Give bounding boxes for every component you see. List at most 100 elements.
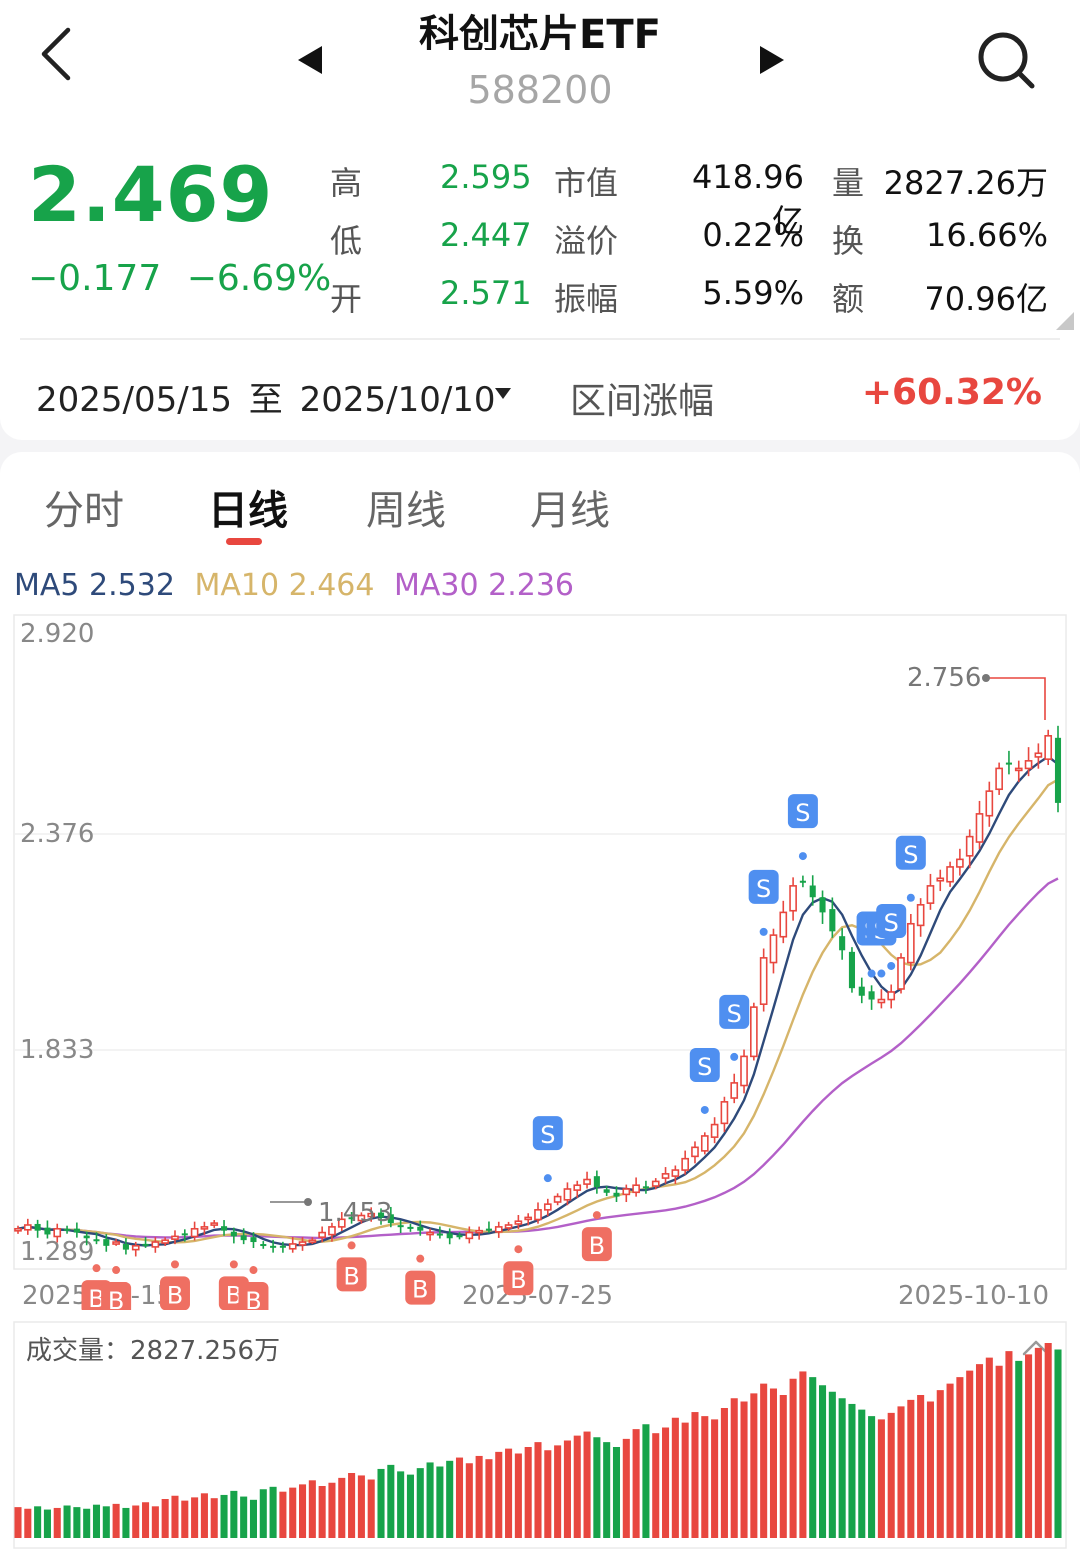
candle-body [829, 909, 836, 932]
volume-bar [642, 1424, 650, 1538]
volume-bar [191, 1497, 199, 1538]
candle-body [103, 1239, 110, 1246]
volume-bar [877, 1419, 885, 1538]
dropdown-triangle-icon[interactable] [492, 382, 514, 404]
date-range[interactable]: 2025/05/15 至 2025/10/10 [36, 372, 496, 421]
candle-body [946, 866, 954, 883]
candle-body [671, 1169, 680, 1177]
volume-bar [691, 1412, 699, 1538]
candle-body [632, 1184, 640, 1194]
buy-marker-dot [249, 1266, 258, 1275]
volume-bar [348, 1473, 356, 1538]
sell-badge [719, 994, 750, 1029]
candle-body [1044, 735, 1053, 760]
prev-triangle-icon[interactable] [290, 40, 330, 80]
candle-body [151, 1241, 160, 1248]
buy-badge [581, 1227, 612, 1262]
buy-marker-dot [347, 1241, 356, 1250]
candle-body [661, 1173, 670, 1179]
low-value: 2.447 [440, 216, 532, 254]
tab-daily[interactable]: 日线 [208, 488, 288, 534]
sell-marker-dot [906, 893, 915, 902]
sell-badge-label: S [903, 841, 918, 869]
buy-badge-label: B [343, 1262, 359, 1290]
candle-body [93, 1239, 100, 1242]
volume-bar [230, 1490, 238, 1538]
divider [20, 338, 1060, 340]
buy-badge-label: B [245, 1287, 261, 1310]
max-dot [982, 674, 990, 682]
back-arrow-icon[interactable] [30, 24, 86, 84]
tab-weekly[interactable]: 周线 [366, 488, 446, 534]
candle-body [514, 1220, 523, 1225]
volume-bar [573, 1435, 581, 1538]
sell-marker-dot [877, 969, 886, 978]
volume-bar [779, 1395, 787, 1538]
candle-body [298, 1241, 307, 1246]
premium-value: 0.22% [702, 216, 804, 254]
candle-body [14, 1227, 22, 1232]
corner-triangle-icon [1056, 312, 1074, 330]
buy-marker-dot [112, 1266, 121, 1275]
sell-marker-dot [798, 852, 807, 861]
amplitude-label: 振幅 [554, 280, 619, 318]
volume-bar [799, 1371, 807, 1538]
candle-body [357, 1214, 366, 1222]
volume-bar [848, 1403, 856, 1538]
candle-body [446, 1233, 453, 1239]
volume-bar [259, 1489, 267, 1538]
candle-body [1014, 767, 1023, 772]
volume-bar [249, 1499, 258, 1538]
turnover-label: 换 [832, 222, 865, 260]
volume-chart [13, 1321, 1067, 1549]
volume-bar [975, 1364, 984, 1538]
volume-bar [436, 1466, 444, 1538]
candle-body [740, 1055, 748, 1087]
candle-body [387, 1214, 394, 1224]
high-value: 2.595 [440, 158, 532, 196]
candlestick-chart[interactable]: 2.920 2.376 1.833 1.289 2025-05-15 2025-… [0, 610, 1080, 1310]
buy-badge [336, 1257, 367, 1292]
volume-bar [907, 1399, 915, 1538]
sell-badge-label: S [884, 909, 899, 937]
volume-bar [711, 1419, 719, 1538]
tab-monthly[interactable]: 月线 [530, 488, 610, 534]
volume-bar [730, 1398, 738, 1538]
next-triangle-icon[interactable] [752, 40, 792, 80]
candle-body [494, 1226, 503, 1233]
sell-badge-label: S [727, 1000, 742, 1028]
candle-body [142, 1243, 149, 1246]
volume-bar [240, 1496, 248, 1538]
search-icon[interactable] [970, 24, 1040, 94]
candle-body [897, 957, 905, 990]
volume-bar [200, 1493, 208, 1538]
candle-body [200, 1226, 209, 1230]
candle-body [553, 1195, 562, 1203]
tab-intraday[interactable]: 分时 [44, 488, 124, 534]
volume-bar [446, 1460, 454, 1538]
chevron-up-icon[interactable] [1020, 1336, 1052, 1358]
volume-bar [298, 1484, 307, 1538]
sell-badge [532, 1116, 563, 1151]
candle-body [651, 1180, 660, 1187]
candle-body [583, 1178, 591, 1185]
ma30-label: MA30 2.236 [394, 568, 575, 603]
candle-body [83, 1235, 90, 1239]
candle-body [642, 1186, 649, 1189]
buy-marker-dot [92, 1264, 101, 1273]
volume-bar [485, 1459, 493, 1538]
volume-bar [534, 1442, 542, 1538]
volume-bar [789, 1378, 797, 1538]
volume-bar [583, 1431, 591, 1538]
volume-bar [1015, 1360, 1023, 1538]
volume-bar [14, 1507, 22, 1538]
candle-body [270, 1245, 277, 1248]
candle-body [131, 1245, 140, 1251]
candle-body [279, 1245, 286, 1248]
volume-bar [769, 1388, 778, 1538]
candle-body [485, 1228, 492, 1231]
candle-body [613, 1192, 620, 1197]
candle-body [809, 885, 816, 898]
active-tab-indicator [226, 538, 262, 545]
candle-body [337, 1218, 346, 1228]
